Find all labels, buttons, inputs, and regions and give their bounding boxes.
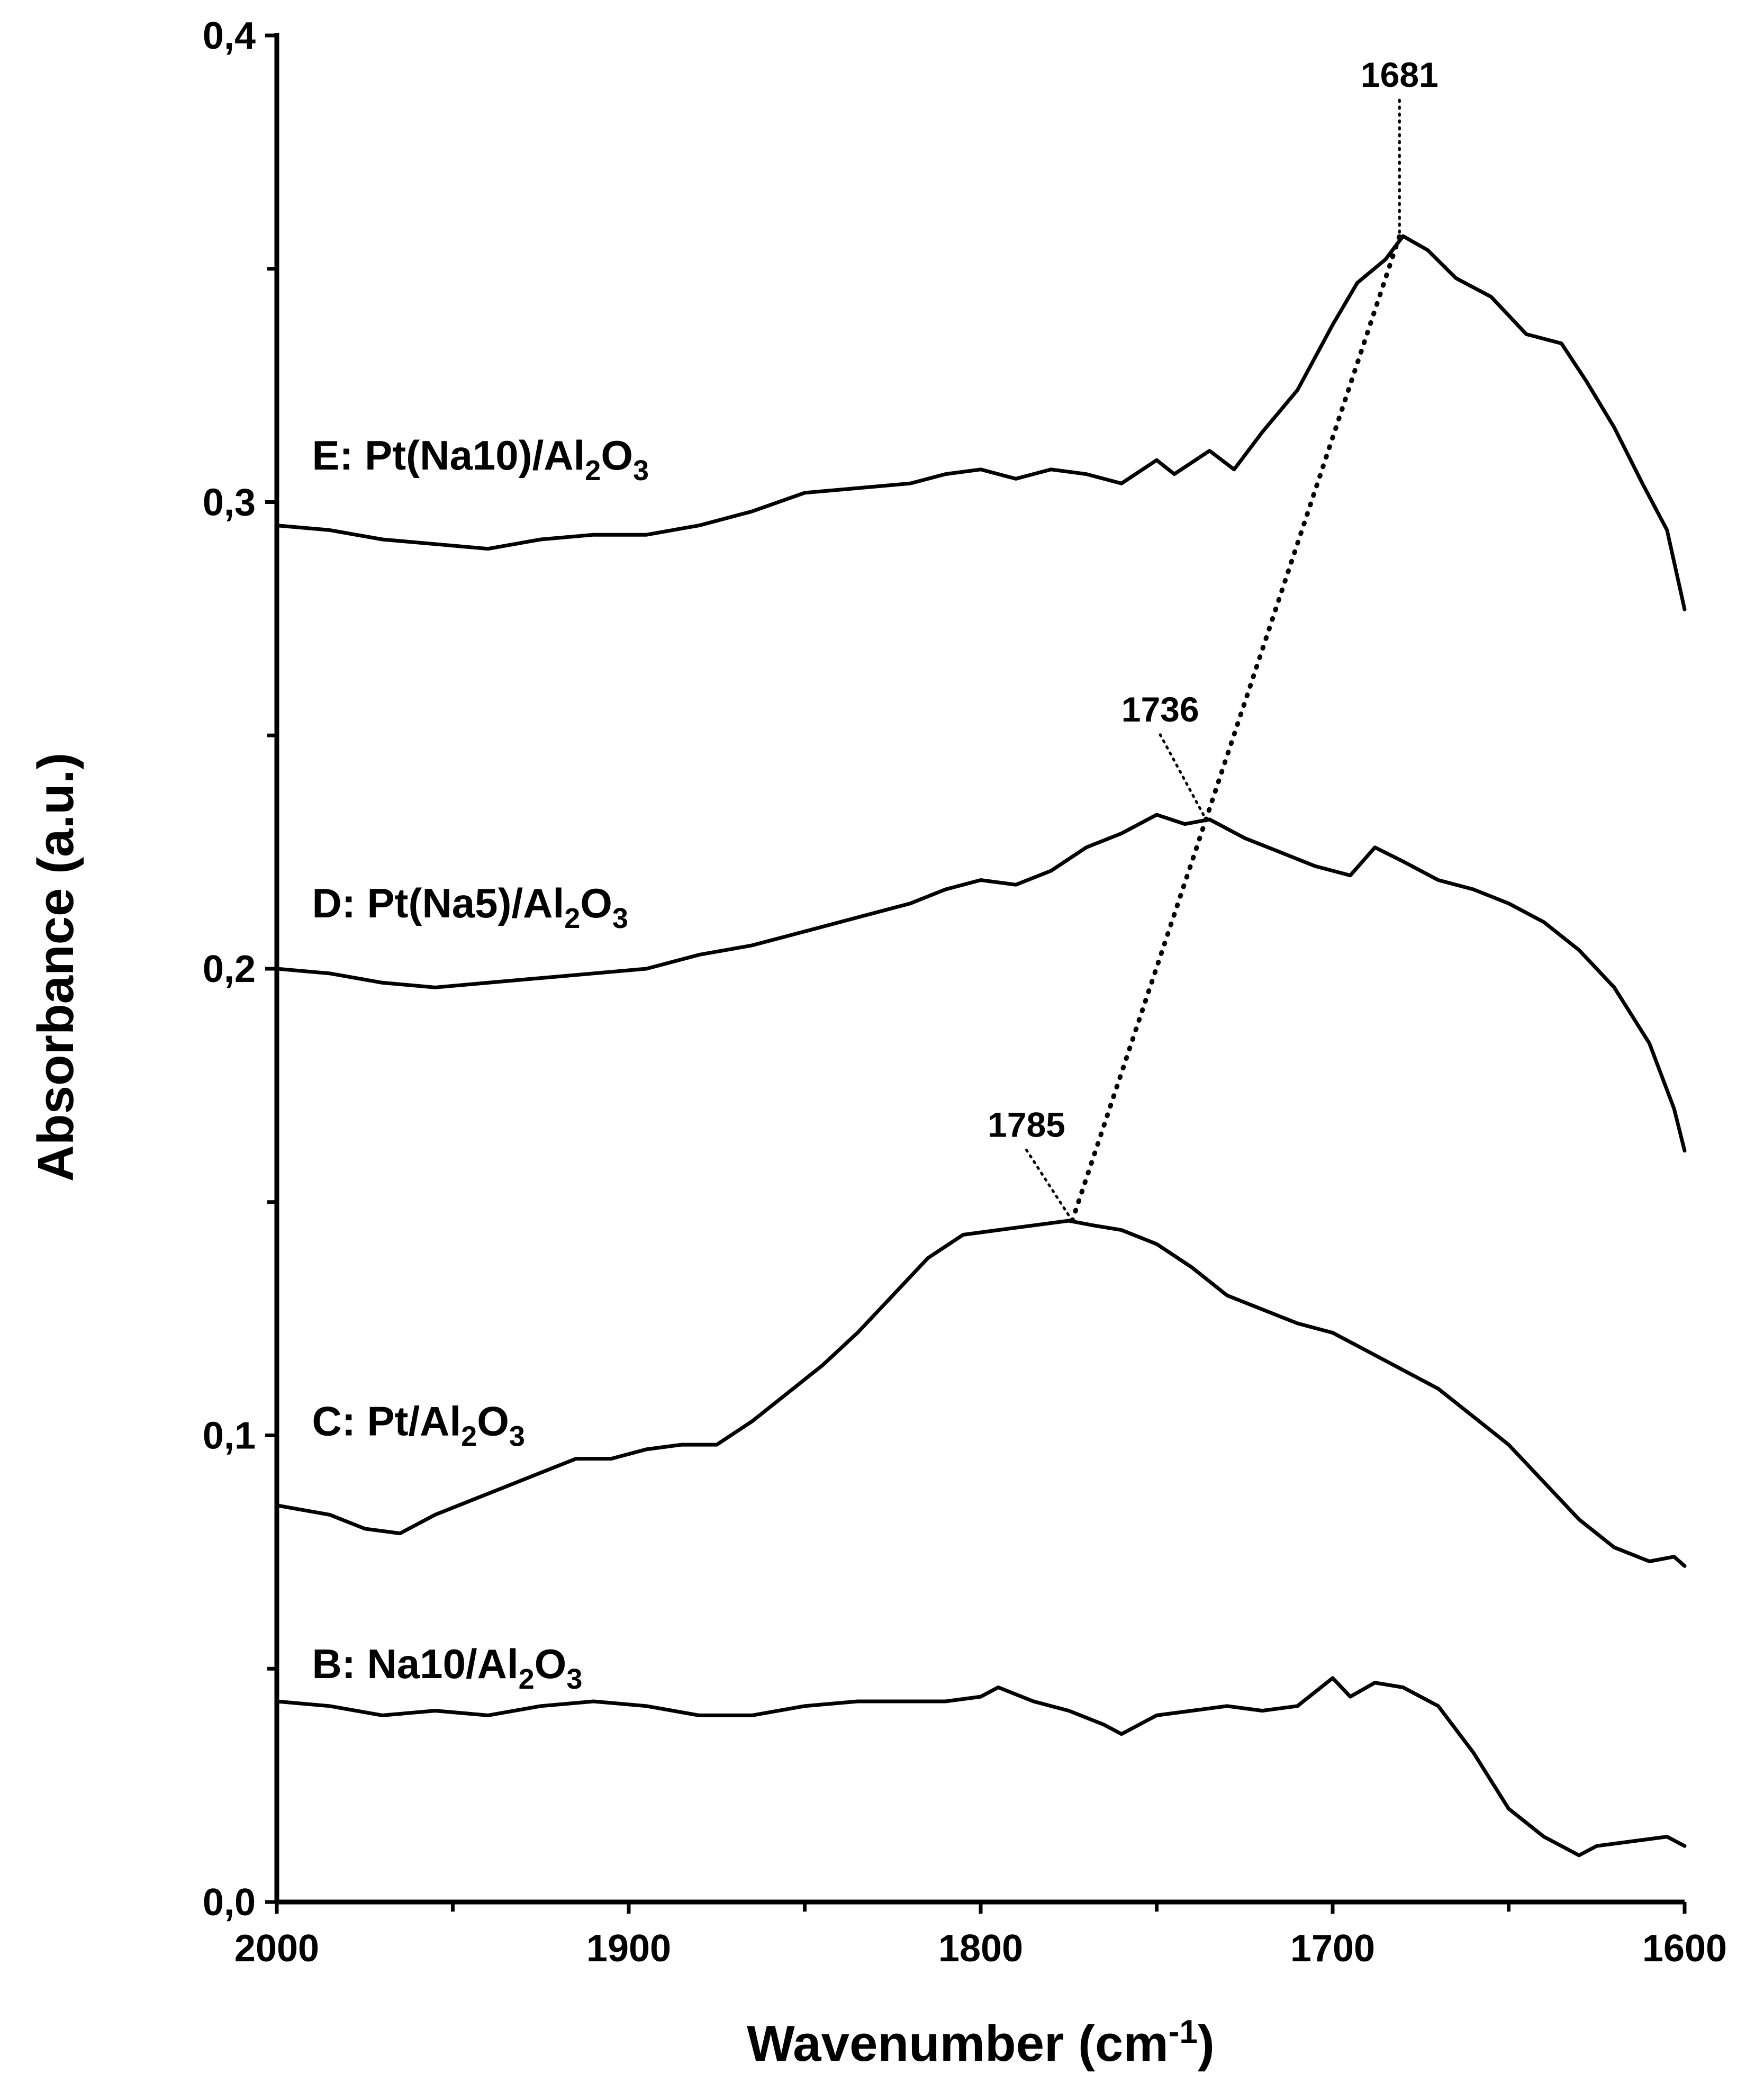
x-tick-label: 1600 (1642, 1927, 1727, 1970)
peak-label-1785: 1785 (988, 1105, 1065, 1144)
peak-label-1681: 1681 (1361, 55, 1439, 94)
peak-label-1736: 1736 (1121, 690, 1199, 729)
series-b-label: B: Na10/Al2O3 (312, 1641, 583, 1695)
y-axis-title: Absorbance (a.u.) (28, 753, 84, 1182)
series-d-label: D: Pt(Na5)/Al2O3 (312, 880, 628, 934)
series-e-line (275, 234, 1687, 611)
y-tick-label: 0,2 (203, 948, 256, 990)
y-tick-label: 0,0 (203, 1881, 256, 1924)
series-labels: B: Na10/Al2O3 C: Pt/Al2O3 D: Pt(Na5)/Al2O3… (312, 432, 649, 1695)
peak-annotations: 1681 1736 1785 (988, 55, 1439, 1222)
y-tick-label: 0,4 (203, 15, 256, 57)
axis-ticks (265, 33, 1687, 1914)
series-d-line (275, 813, 1687, 1153)
series-b-line (275, 1676, 1687, 1858)
tick-labels: 0,0 0,1 0,2 0,3 0,4 2000 1900 1800 1700 1600 (203, 15, 1727, 1970)
series-group (275, 234, 1687, 1858)
x-tick-label: 2000 (234, 1927, 319, 1970)
x-tick-label: 1900 (586, 1927, 671, 1970)
series-c-line (275, 1219, 1687, 1568)
y-tick-label: 0,3 (203, 482, 256, 524)
x-tick-label: 1800 (938, 1927, 1023, 1970)
peak-leader-line (1025, 1148, 1074, 1222)
peak-leader-line (1159, 733, 1208, 821)
series-c-label: C: Pt/Al2O3 (312, 1398, 525, 1453)
axes (274, 33, 1685, 1905)
series-e-label: E: Pt(Na10)/Al2O3 (312, 432, 649, 486)
y-tick-label: 0,1 (203, 1415, 256, 1457)
x-axis-title: Wavenumber (cm-1) (747, 2014, 1215, 2072)
x-tick-label: 1700 (1290, 1927, 1375, 1970)
